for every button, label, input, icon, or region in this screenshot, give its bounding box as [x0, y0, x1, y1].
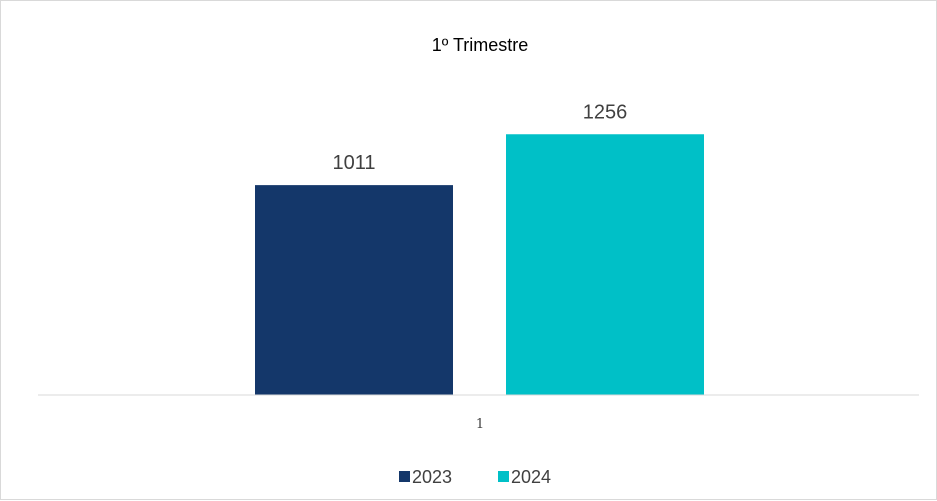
- data-label-group: 1011 1256: [332, 101, 627, 174]
- bar-2023: [255, 185, 453, 395]
- bar-2024: [506, 134, 704, 395]
- x-tick-group: 1: [476, 417, 484, 432]
- legend-swatch-2023: [399, 471, 410, 482]
- legend-swatch-2024: [498, 471, 509, 482]
- legend-label-2023: 2023: [412, 467, 452, 487]
- x-tick-label: 1: [476, 417, 484, 432]
- legend: 2023 2024: [399, 467, 551, 487]
- bar-group: [255, 134, 704, 395]
- data-label-2024: 1256: [583, 101, 628, 123]
- data-label-2023: 1011: [332, 152, 375, 174]
- legend-label-2024: 2024: [511, 467, 551, 487]
- chart-title: 1º Trimestre: [432, 35, 529, 55]
